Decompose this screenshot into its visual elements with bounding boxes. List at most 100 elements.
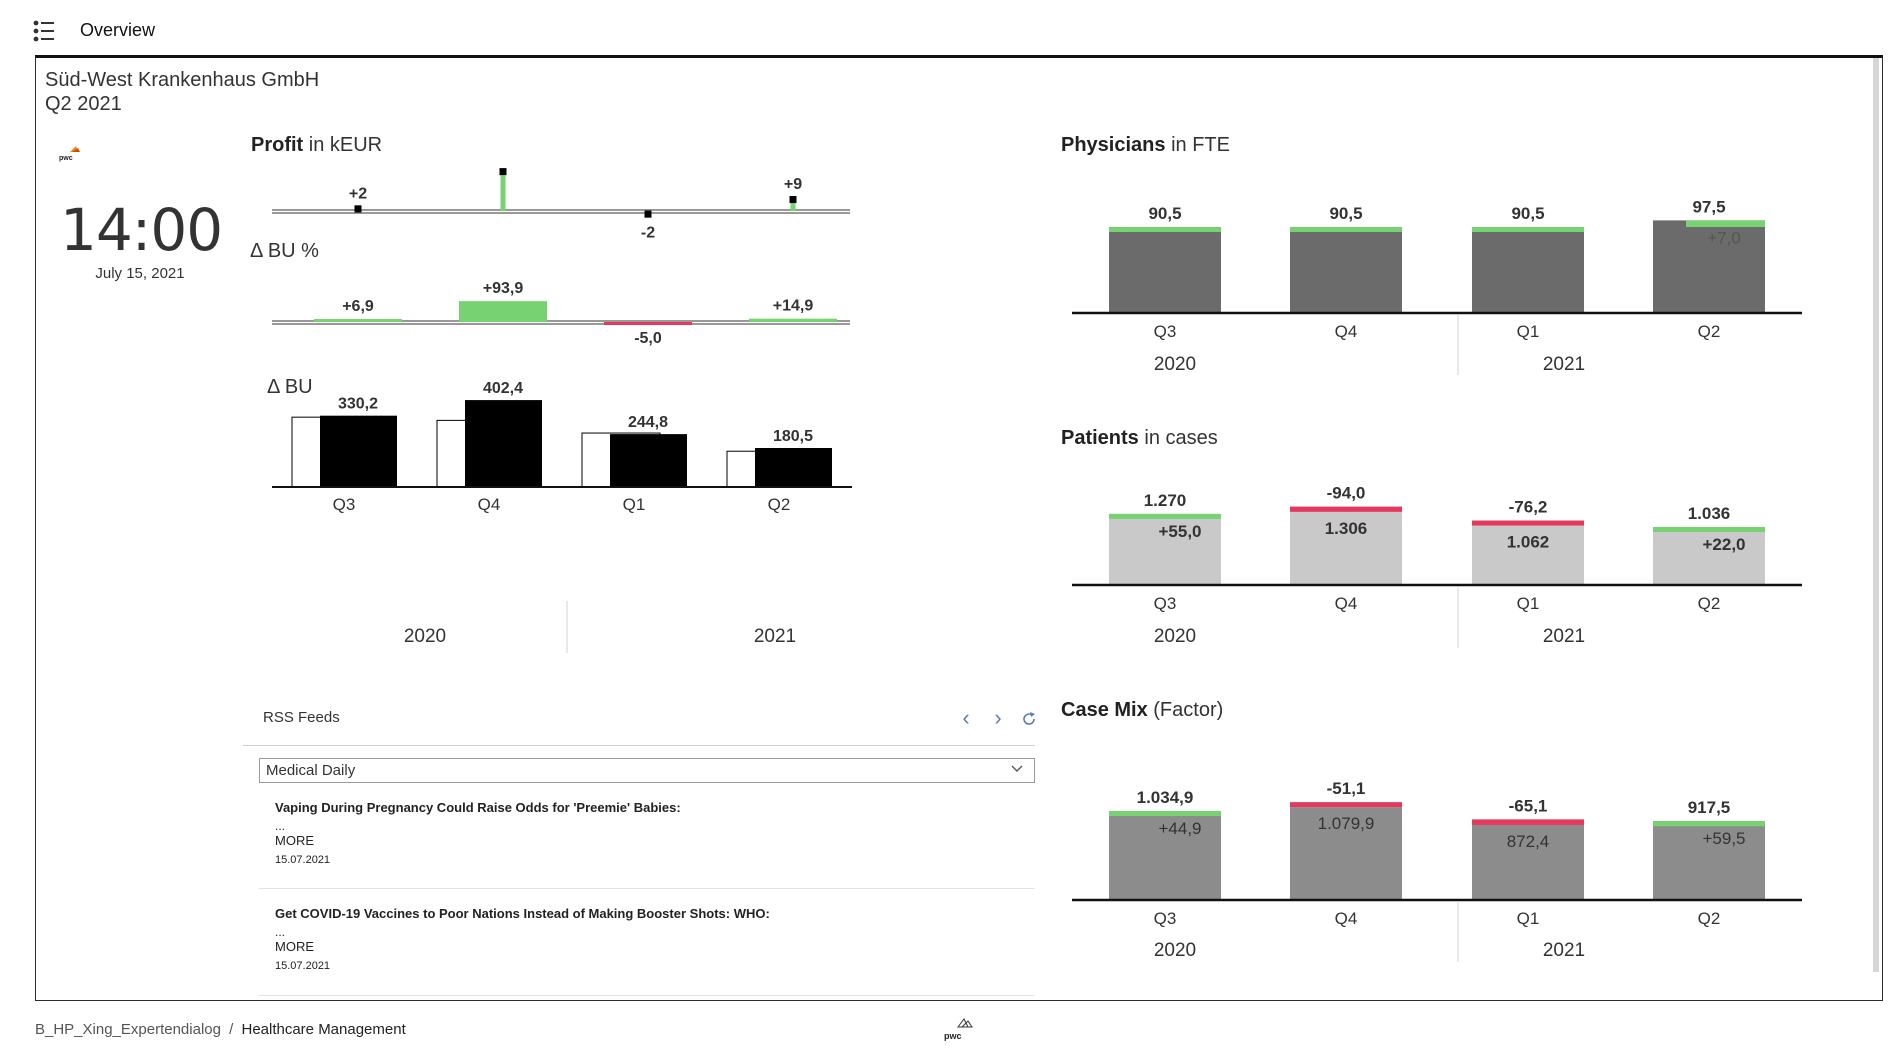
decrease-bar <box>1290 506 1402 512</box>
year-label-2020: 2020 <box>1154 626 1196 647</box>
increase-bar <box>1109 227 1221 233</box>
quarter-label: Q3 <box>333 495 356 514</box>
increase-bar <box>1109 810 1221 816</box>
patients-title-bold: Patients <box>1061 427 1139 449</box>
value-bar <box>1653 526 1765 585</box>
actual-bar <box>610 434 687 487</box>
casemix-title-rest: (Factor) <box>1147 699 1224 721</box>
pin-head <box>354 205 362 213</box>
year-label-2021: 2021 <box>754 626 796 647</box>
story-canvas <box>35 55 1883 1001</box>
delta-data-label: +93,9 <box>483 280 524 297</box>
value-bar <box>1109 227 1221 313</box>
clock-time: 14:00 <box>60 196 223 264</box>
year-label-2021: 2021 <box>1543 940 1585 961</box>
inner-data-label: +7,0 <box>1707 228 1741 247</box>
rss-item-headline[interactable]: Vaping During Pregnancy Could Raise Odds… <box>275 800 681 815</box>
rss-feed-selected: Medical Daily <box>266 762 356 779</box>
delta-bu-pct-label: Δ BU % <box>250 240 319 262</box>
rss-item-more-link[interactable]: MORE <box>275 833 314 848</box>
pin-head <box>789 196 797 204</box>
rss-item-ellipsis: ... <box>275 925 286 939</box>
value-bar <box>1290 807 1402 900</box>
pin-head <box>499 168 507 176</box>
next-icon[interactable]: › <box>994 705 1002 730</box>
menu-icon[interactable] <box>33 20 55 42</box>
quarter-label: Q1 <box>1517 322 1540 341</box>
quarter-label: Q1 <box>1517 909 1540 928</box>
inner-data-label: 1.062 <box>1507 533 1550 552</box>
top-data-label: 90,5 <box>1148 204 1181 223</box>
top-data-label: 97,5 <box>1692 197 1725 216</box>
increase-bar <box>1472 227 1584 233</box>
rss-item: Vaping During Pregnancy Could Raise Odds… <box>275 800 1035 866</box>
rss-divider <box>259 888 1035 889</box>
rss-divider <box>259 995 1035 996</box>
inner-data-label: +59,5 <box>1702 829 1745 848</box>
previous-icon[interactable]: ‹ <box>962 705 970 730</box>
increase-bar <box>1686 220 1765 228</box>
actual-data-label: 330,2 <box>338 396 378 413</box>
value-bar <box>1653 220 1765 313</box>
profit-chart: Δ BU % Δ BU +2+30-2+9 +6,9+93,9-5,0+14,9… <box>250 165 852 653</box>
rss-item-date: 15.07.2021 <box>275 854 331 866</box>
casemix-title-bold: Case Mix <box>1061 699 1148 721</box>
top-data-label: 90,5 <box>1329 204 1362 223</box>
value-bar <box>1472 227 1584 313</box>
quarter-label: Q3 <box>1154 594 1177 613</box>
refresh-icon[interactable] <box>1020 710 1038 728</box>
decrease-bar <box>1290 802 1402 808</box>
delta-bar <box>314 319 402 322</box>
vertical-scrollbar[interactable] <box>1873 58 1879 972</box>
value-bar <box>1109 513 1221 585</box>
decrease-bar <box>1472 819 1584 825</box>
physicians-chart: 90,5 Q3 90,5 Q4 90,5 Q1 97,5 +7,0 Q2 2020 2021 <box>1072 197 1802 375</box>
year-label-2020: 2020 <box>1154 940 1196 961</box>
svg-text:pwc: pwc <box>944 1031 962 1041</box>
increase-bar <box>1290 227 1402 233</box>
pwc-logo-icon: pwc <box>59 146 80 162</box>
rss-feed-dropdown[interactable]: Medical Daily <box>259 758 1035 783</box>
rss-item: Get COVID-19 Vaccines to Poor Nations In… <box>275 906 1035 972</box>
physicians-title-bold: Physicians <box>1061 134 1166 156</box>
delta-bu-label: Δ BU <box>267 376 313 398</box>
actual-bar <box>755 448 832 487</box>
profit-title-bold: Profit <box>251 134 304 156</box>
rss-item-ellipsis: ... <box>275 819 286 833</box>
quarter-label: Q1 <box>1517 594 1540 613</box>
quarter-label: Q3 <box>1154 909 1177 928</box>
quarter-label: Q1 <box>623 495 646 514</box>
pin-head <box>644 210 652 218</box>
company-name: Süd-West Krankenhaus GmbH <box>45 69 320 91</box>
value-bar <box>1653 821 1765 900</box>
delta-data-label: +14,9 <box>773 298 814 315</box>
quarter-label: Q3 <box>1154 322 1177 341</box>
quarter-label: Q2 <box>768 495 791 514</box>
top-bar: Overview <box>0 0 1889 56</box>
delta-bar <box>459 301 547 322</box>
decrease-bar <box>1472 520 1584 526</box>
year-label-2021: 2021 <box>1543 626 1585 647</box>
top-data-label: 917,5 <box>1688 798 1731 817</box>
inner-data-label: 872,4 <box>1507 832 1550 851</box>
quarter-label: Q4 <box>1335 594 1358 613</box>
patients-chart: 1.270 +55,0 Q3 -94,0 1.306 Q4 -76,2 1.062 Q1 1.03… <box>1072 484 1802 648</box>
delta-data-label: +6,9 <box>342 298 374 315</box>
patients-title-rest: in cases <box>1138 427 1218 449</box>
rss-item-headline[interactable]: Get COVID-19 Vaccines to Poor Nations In… <box>275 906 770 921</box>
breadcrumb-current: Healthcare Management <box>241 1021 406 1038</box>
quarter-label: Q4 <box>478 495 501 514</box>
rss-title: RSS Feeds <box>263 709 340 726</box>
profit-title-rest: in kEUR <box>303 134 383 156</box>
inner-data-label: +44,9 <box>1158 819 1201 838</box>
physicians-chart-title: Physicians in FTE <box>1061 134 1230 157</box>
physicians-title-rest: in FTE <box>1165 134 1230 156</box>
top-data-label: 1.270 <box>1144 491 1187 510</box>
pct-data-label: +2 <box>349 185 367 202</box>
quarter-label: Q4 <box>1335 322 1358 341</box>
actual-data-label: 244,8 <box>628 414 668 431</box>
rss-item-more-link[interactable]: MORE <box>275 939 314 954</box>
quarter-label: Q2 <box>1698 594 1721 613</box>
breadcrumb-parent-link[interactable]: B_HP_Xing_Expertendialog <box>35 1021 221 1038</box>
pin-stem <box>790 199 796 211</box>
